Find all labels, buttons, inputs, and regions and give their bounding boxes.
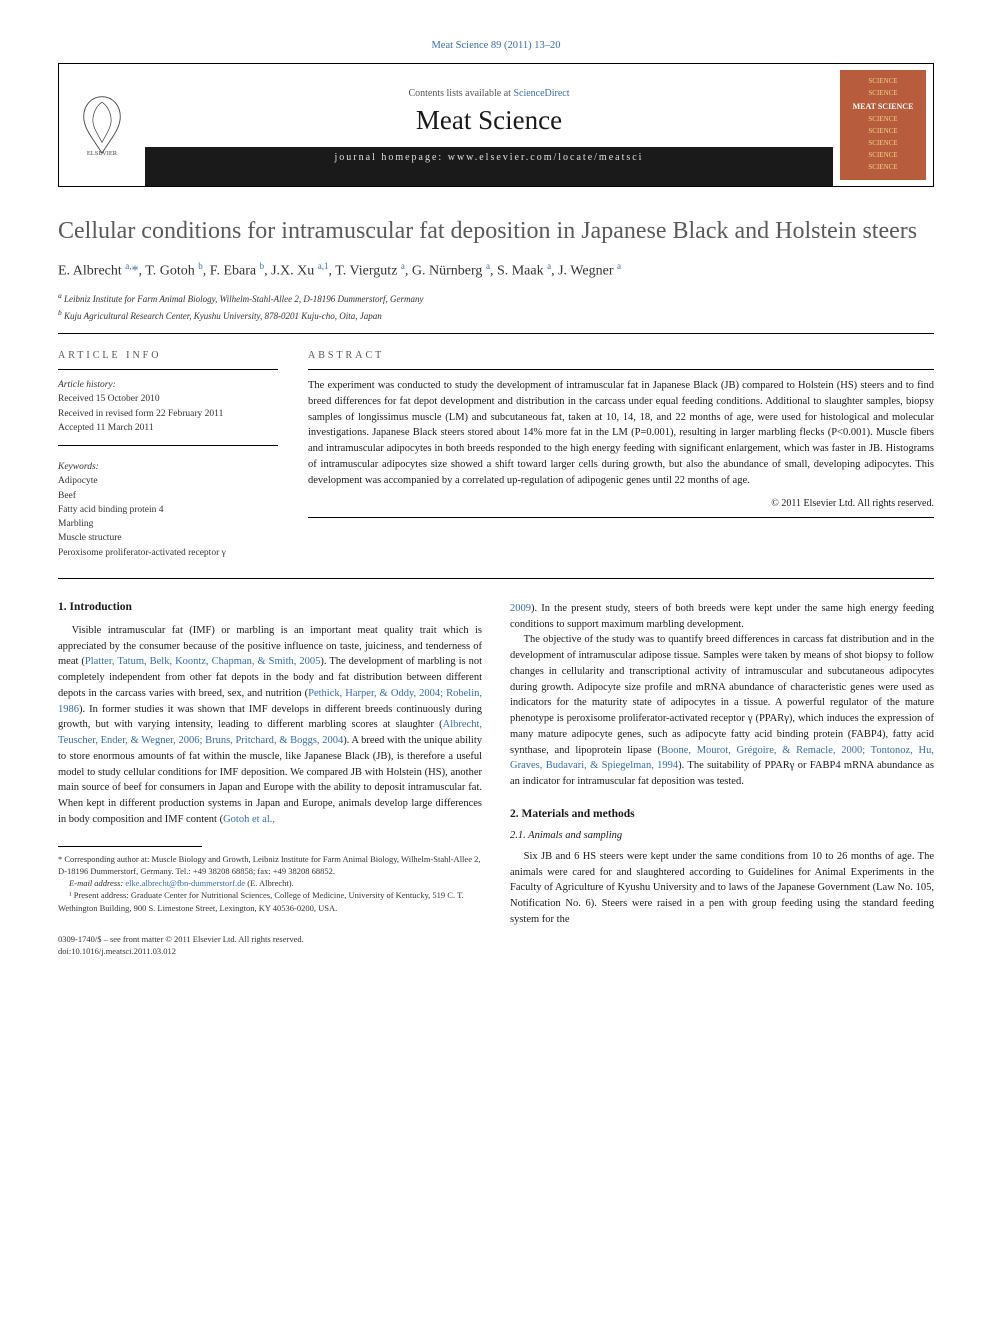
citation-link[interactable]: 2009 — [510, 603, 531, 614]
citation-link[interactable]: Gotoh et al., — [223, 814, 275, 825]
animals-sampling-heading: 2.1. Animals and sampling — [510, 830, 934, 841]
journal-header: ELSEVIER Contents lists available at Sci… — [58, 63, 934, 187]
left-column: 1. Introduction Visible intramuscular fa… — [58, 601, 482, 958]
abstract-text: The experiment was conducted to study th… — [308, 378, 934, 488]
present-address: ¹ Present address: Graduate Center for N… — [58, 889, 482, 914]
affiliations: a Leibniz Institute for Farm Animal Biol… — [58, 290, 934, 323]
materials-methods-heading: 2. Materials and methods — [510, 808, 934, 820]
citation-link[interactable]: Platter, Tatum, Belk, Koontz, Chapman, &… — [85, 656, 321, 667]
article-history: Article history: Received 15 October 201… — [58, 378, 278, 435]
journal-reference[interactable]: Meat Science 89 (2011) 13–20 — [58, 40, 934, 51]
introduction-heading: 1. Introduction — [58, 601, 482, 613]
journal-title: Meat Science — [416, 105, 562, 136]
footnotes: * Corresponding author at: Muscle Biolog… — [58, 853, 482, 915]
front-matter: 0309-1740/$ – see front matter © 2011 El… — [58, 934, 482, 958]
email-link[interactable]: elke.albrecht@fbn-dummerstorf.de — [125, 878, 245, 888]
journal-homepage: journal homepage: www.elsevier.com/locat… — [335, 152, 644, 163]
journal-cover: SCIENCE SCIENCE MEAT SCIENCE SCIENCE SCI… — [833, 64, 933, 186]
intro-paragraph-1-cont: 2009). In the present study, steers of b… — [510, 601, 934, 633]
intro-paragraph-2: The objective of the study was to quanti… — [510, 632, 934, 790]
keywords: Keywords: Adipocyte Beef Fatty acid bind… — [58, 460, 278, 560]
copyright: © 2011 Elsevier Ltd. All rights reserved… — [308, 498, 934, 509]
mm-paragraph-1: Six JB and 6 HS steers were kept under t… — [510, 849, 934, 928]
svg-text:ELSEVIER: ELSEVIER — [87, 150, 118, 157]
elsevier-logo: ELSEVIER — [59, 64, 145, 186]
article-title: Cellular conditions for intramuscular fa… — [58, 215, 934, 247]
sciencedirect-link[interactable]: ScienceDirect — [513, 88, 569, 99]
contents-available: Contents lists available at ScienceDirec… — [408, 88, 569, 99]
corresponding-author: * Corresponding author at: Muscle Biolog… — [58, 853, 482, 878]
article-info-label: ARTICLE INFO — [58, 350, 278, 361]
right-column: 2009). In the present study, steers of b… — [510, 601, 934, 958]
authors: E. Albrecht a,*, T. Gotoh b, F. Ebara b,… — [58, 261, 934, 280]
abstract-label: ABSTRACT — [308, 350, 934, 361]
intro-paragraph-1: Visible intramuscular fat (IMF) or marbl… — [58, 623, 482, 828]
